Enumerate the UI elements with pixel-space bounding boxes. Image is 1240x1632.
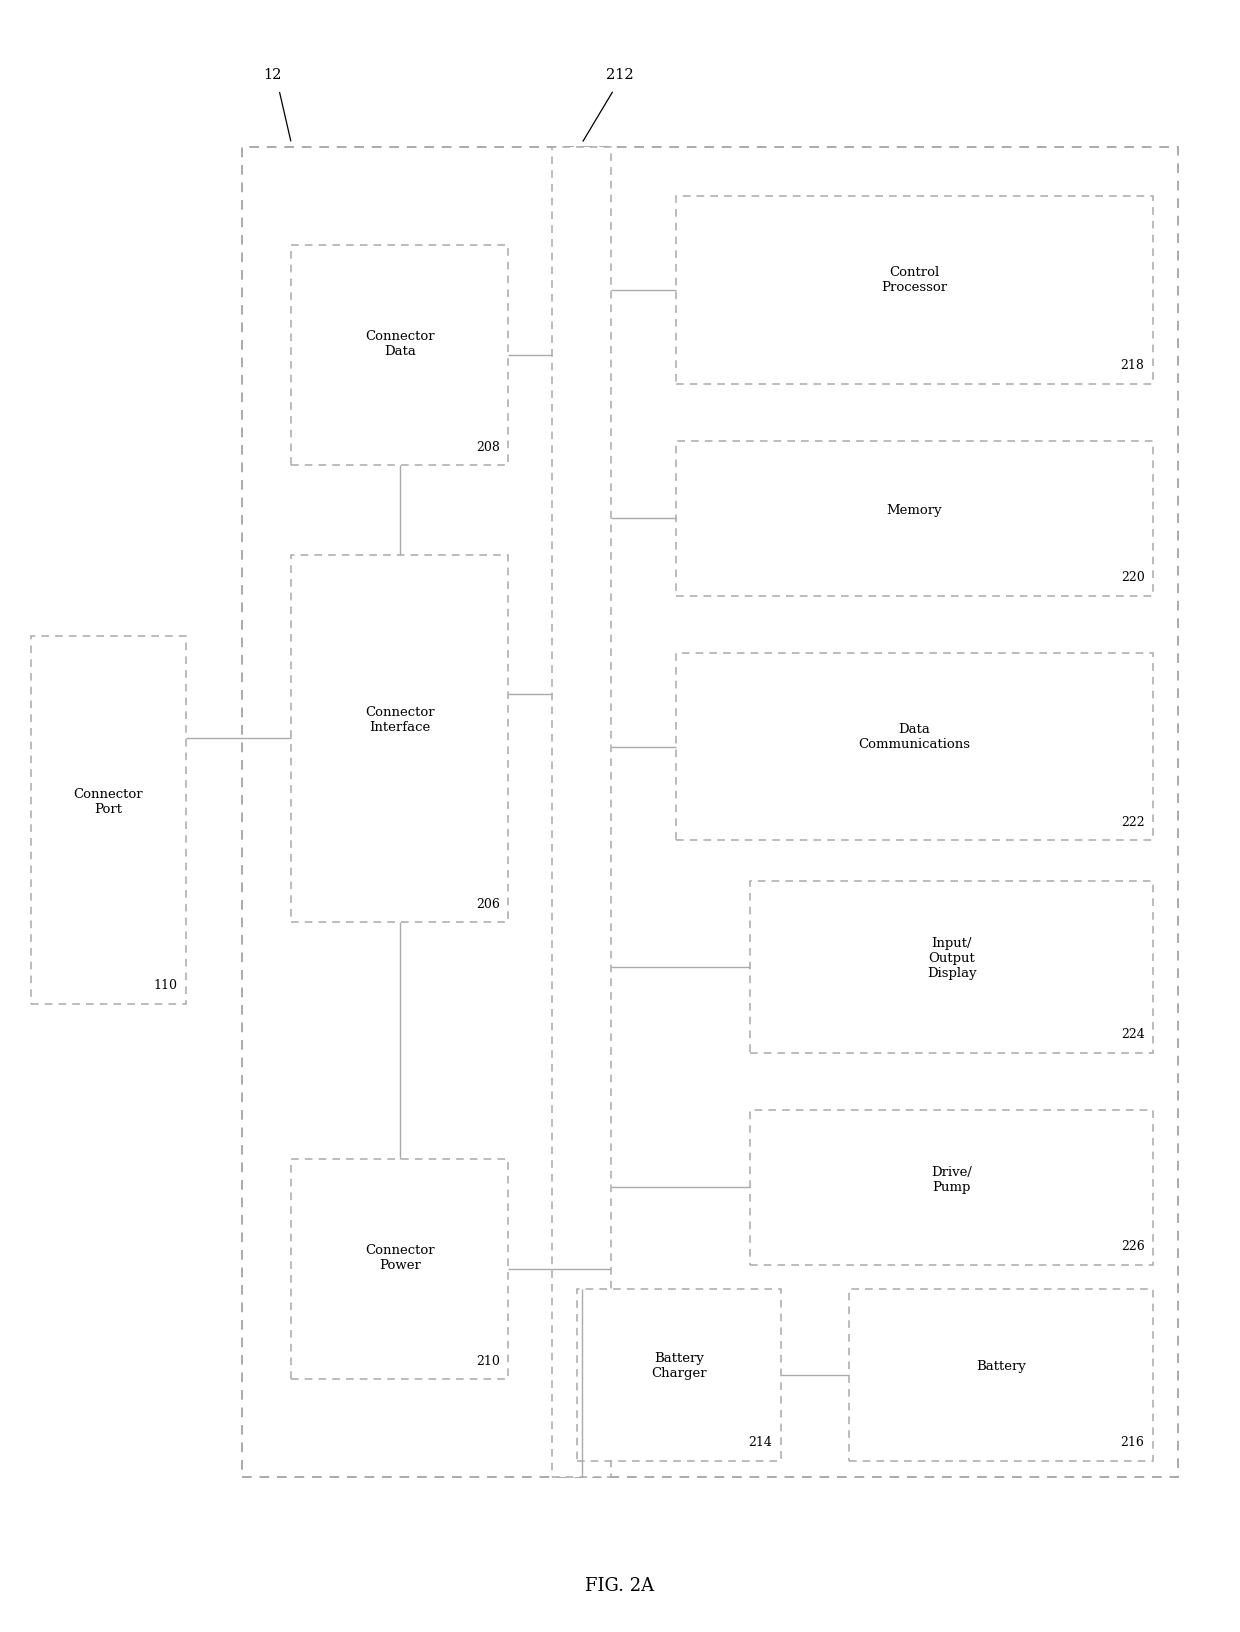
Text: 110: 110 [154,979,177,992]
Text: Connector
Port: Connector Port [73,788,144,816]
Bar [750,881,1153,1053]
Bar [291,1159,508,1379]
Bar [31,636,186,1004]
Text: 218: 218 [1121,359,1145,372]
Bar [750,1110,1153,1265]
Text: 214: 214 [749,1436,773,1449]
Bar [291,555,508,922]
Bar [552,147,611,1477]
Text: 226: 226 [1121,1240,1145,1253]
Bar [577,1289,781,1461]
Text: 220: 220 [1121,571,1145,584]
Text: 210: 210 [476,1355,500,1368]
Text: Memory: Memory [887,504,942,517]
Text: 12: 12 [264,67,281,82]
Text: Battery: Battery [976,1359,1027,1373]
Text: 224: 224 [1121,1028,1145,1041]
Text: 222: 222 [1121,816,1145,829]
Bar [849,1289,1153,1461]
Text: FIG. 2A: FIG. 2A [585,1577,655,1596]
Text: Connector
Interface: Connector Interface [365,707,435,734]
Text: Input/
Output
Display: Input/ Output Display [926,937,977,979]
Text: 216: 216 [1121,1436,1145,1449]
Text: 208: 208 [476,441,500,454]
Text: Battery
Charger: Battery Charger [651,1353,707,1381]
Text: Data
Communications: Data Communications [858,723,971,751]
Text: Connector
Power: Connector Power [365,1244,435,1271]
Text: Drive/
Pump: Drive/ Pump [931,1165,972,1193]
Text: Connector
Data: Connector Data [365,330,435,357]
Text: Control
Processor: Control Processor [882,266,947,294]
Text: 212: 212 [606,67,634,82]
Bar [676,653,1153,840]
Bar [676,196,1153,384]
Bar [676,441,1153,596]
Text: 206: 206 [476,898,500,911]
Bar [291,245,508,465]
Bar [242,147,1178,1477]
